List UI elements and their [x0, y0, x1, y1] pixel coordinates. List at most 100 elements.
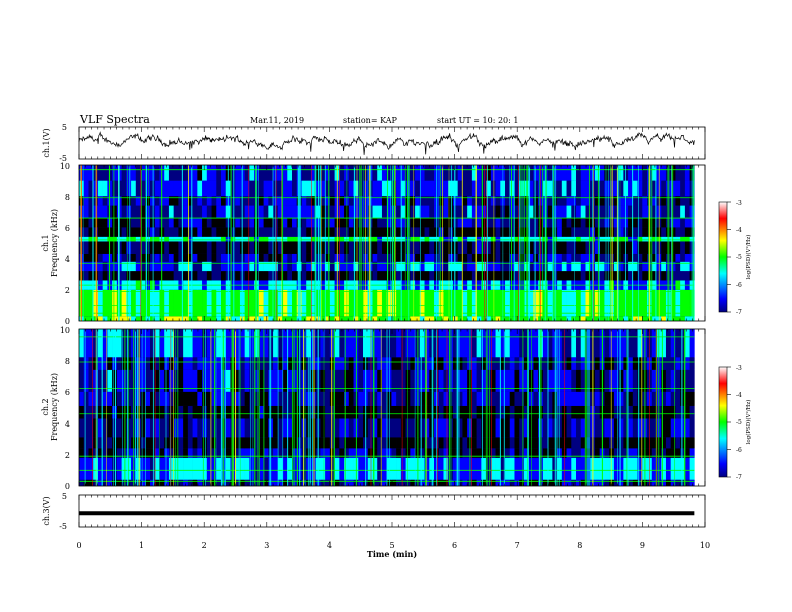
spectrogram-cell	[651, 418, 657, 438]
spectrogram-cell	[235, 289, 241, 317]
spectrogram-cell	[306, 405, 312, 419]
spectrogram-cell	[254, 405, 260, 419]
spectrogram-cell	[121, 369, 127, 392]
spectrogram-cell	[618, 227, 624, 237]
spectrogram-cell	[689, 418, 695, 438]
spectrogram-cell	[684, 261, 690, 272]
spectrogram-cell	[486, 196, 492, 206]
spectrogram-cell	[576, 205, 582, 219]
spectrogram-cell	[97, 253, 103, 262]
spectrogram-cell	[400, 448, 406, 458]
ch1-freq-tick-6: 6	[65, 224, 70, 233]
spectrogram-cell	[457, 236, 463, 242]
spectrogram-cell	[353, 316, 359, 321]
spectrogram-cell	[353, 261, 359, 272]
spectrogram-cell	[344, 437, 350, 449]
spectrogram-cell	[415, 205, 421, 219]
spectrogram-cell	[287, 253, 293, 262]
spectrogram-cell	[661, 437, 667, 449]
spectrogram-cell	[443, 369, 449, 392]
spectrogram-cell	[486, 241, 492, 254]
spectrogram-cell	[339, 457, 345, 480]
spectrogram-cell	[306, 329, 312, 358]
spectrogram-cell	[452, 261, 458, 272]
spectrogram-cell	[665, 405, 671, 419]
spectrogram-cell	[320, 180, 326, 197]
spectrogram-cell	[88, 241, 94, 254]
spectrogram-cell	[121, 218, 127, 228]
spectrogram-cell	[661, 448, 667, 458]
spectrogram-cell	[386, 316, 392, 321]
spectrogram-cell	[476, 316, 482, 321]
spectrogram-cell	[642, 196, 648, 206]
spectrogram-cell	[481, 180, 487, 197]
spectrogram-cell	[490, 253, 496, 262]
spectrogram-cell	[159, 357, 165, 370]
spectrogram-cell	[452, 236, 458, 242]
spectrogram-cell	[168, 479, 174, 486]
spectrogram-cell	[145, 165, 151, 181]
ch1-cb-tick-m7: -7	[736, 309, 742, 316]
spectrogram-cell	[684, 241, 690, 254]
spectrogram-cell	[613, 457, 619, 480]
spectrogram-cell	[580, 405, 586, 419]
spectrogram-cell	[88, 271, 94, 281]
spectrogram-cell	[576, 227, 582, 237]
spectrogram-cell	[523, 357, 529, 370]
spectrogram-cell	[476, 405, 482, 419]
spectrogram-cell	[552, 227, 558, 237]
spectrogram-cell	[216, 448, 222, 458]
spectrogram-cell	[235, 405, 241, 419]
spectrogram-cell	[443, 316, 449, 321]
spectrogram-cell	[277, 448, 283, 458]
spectrogram-cell	[571, 448, 577, 458]
spectrogram-cell	[145, 329, 151, 358]
spectrogram-cell	[443, 253, 449, 262]
spectrogram-cell	[405, 479, 411, 486]
spectrogram-cell	[552, 289, 558, 317]
time-tick-8: 8	[577, 541, 582, 550]
spectrogram-cell	[83, 448, 89, 458]
spectrogram-cell	[462, 196, 468, 206]
spectrogram-cell	[230, 316, 236, 321]
spectrogram-cell	[377, 271, 383, 281]
spectrogram-cell	[97, 218, 103, 228]
spectrogram-cell	[377, 369, 383, 392]
spectrogram-cell	[83, 271, 89, 281]
spectrogram-cell	[391, 196, 397, 206]
ch2-freq-tick-6: 6	[65, 388, 70, 397]
spectrogram-cell	[254, 391, 260, 406]
spectrogram-cell	[419, 218, 425, 228]
spectrogram-cell	[377, 405, 383, 419]
spectrogram-cell	[585, 165, 591, 181]
spectrogram-cell	[235, 236, 241, 242]
spectrogram-cell	[112, 196, 118, 206]
spectrogram-cell	[372, 205, 378, 219]
spectrogram-cell	[339, 271, 345, 281]
spectrogram-cell	[571, 205, 577, 219]
spectrogram-cell	[197, 165, 203, 181]
figure-title: VLF Spectra	[79, 113, 150, 126]
spectrogram-cell	[301, 218, 307, 228]
spectrogram-cell	[97, 196, 103, 206]
spectrogram-cell	[88, 369, 94, 392]
spectrogram-cell	[329, 165, 335, 181]
spectrogram-cell	[613, 405, 619, 419]
spectrogram-cell	[438, 205, 444, 219]
spectrogram-cell	[102, 437, 108, 449]
spectrogram-cell	[79, 405, 85, 419]
spectrogram-cell	[206, 357, 212, 370]
spectrogram-cell	[576, 218, 582, 228]
spectrogram-cell	[310, 165, 316, 181]
spectrogram-cell	[154, 241, 160, 254]
spectrogram-cell	[211, 479, 217, 486]
spectrogram-cell	[490, 261, 496, 272]
spectrogram-cell	[249, 289, 255, 317]
spectrogram-cell	[684, 437, 690, 449]
spectrogram-cell	[542, 448, 548, 458]
spectrogram-cell	[557, 227, 563, 237]
spectrogram-cell	[178, 205, 184, 219]
time-tick-3: 3	[264, 541, 269, 550]
spectrogram-cell	[476, 457, 482, 480]
spectrogram-cell	[505, 316, 511, 321]
